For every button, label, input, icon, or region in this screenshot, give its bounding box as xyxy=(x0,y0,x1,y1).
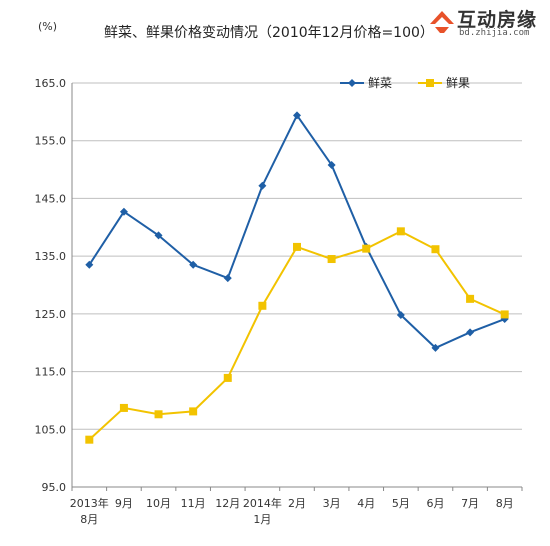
y-unit-label: (%) xyxy=(38,20,57,33)
legend-item: 鲜果 xyxy=(418,76,470,90)
grid xyxy=(72,82,522,488)
data-point xyxy=(466,328,475,337)
watermark-url: bd.zhijia.com xyxy=(459,28,530,38)
x-tick-label: 8月 xyxy=(496,497,514,510)
series-vegetables xyxy=(85,111,509,352)
house-logo-icon xyxy=(430,11,454,33)
data-point xyxy=(223,373,232,382)
data-point xyxy=(293,111,301,120)
data-point xyxy=(466,294,475,303)
y-tick-label: 165.0 xyxy=(35,77,67,90)
data-point xyxy=(154,231,163,240)
legend-item: 鲜菜 xyxy=(340,76,392,90)
x-tick-label: 4月 xyxy=(357,497,375,510)
data-point xyxy=(362,244,371,253)
data-point xyxy=(327,160,336,169)
legend-label: 鲜菜 xyxy=(368,76,392,90)
y-tick-label: 135.0 xyxy=(35,250,67,263)
data-point xyxy=(327,255,336,264)
x-tick-label: 8月 xyxy=(80,513,98,526)
x-tick-label: 11月 xyxy=(181,497,206,510)
watermark-logo: 互动房缘 bd.zhijia.com xyxy=(425,4,547,40)
x-tick-label: 2013年 xyxy=(70,496,109,510)
x-tick-label: 9月 xyxy=(115,497,133,510)
x-tick-label: 12月 xyxy=(215,497,240,510)
x-tick-label: 6月 xyxy=(426,497,444,510)
y-tick-label: 115.0 xyxy=(35,366,67,379)
chart-title: 鲜菜、鲜果价格变动情况（2010年12月价格=100） xyxy=(104,25,434,41)
series xyxy=(85,111,509,444)
x-tick-label: 3月 xyxy=(323,497,341,510)
data-point xyxy=(396,227,405,236)
y-tick-label: 155.0 xyxy=(35,135,67,148)
legend: 鲜菜 鲜果 xyxy=(340,76,470,90)
y-tick-label: 145.0 xyxy=(35,192,67,205)
data-point xyxy=(258,181,267,190)
watermark-name: 互动房缘 xyxy=(457,9,538,31)
x-tick-label: 7月 xyxy=(461,497,479,510)
y-tick-label: 95.0 xyxy=(42,481,67,494)
data-point xyxy=(500,310,509,319)
data-point xyxy=(223,274,232,283)
x-tick-label: 1月 xyxy=(253,513,271,526)
data-point xyxy=(431,343,440,352)
y-tick-label: 105.0 xyxy=(35,423,67,436)
data-point xyxy=(119,403,128,412)
x-tick-label: 2月 xyxy=(288,497,306,510)
y-tick-label: 125.0 xyxy=(35,308,67,321)
data-point xyxy=(85,260,94,269)
data-point xyxy=(119,207,128,216)
data-point xyxy=(293,242,301,251)
data-point xyxy=(258,301,267,310)
axes: 95.0 105.0 115.0 125.0 135.0 145.0 155.0 165.0 2… xyxy=(35,77,523,526)
series-line xyxy=(88,230,506,441)
data-point xyxy=(396,311,405,320)
x-tick-label: 10月 xyxy=(146,497,171,510)
legend-marker xyxy=(426,79,434,87)
x-tick-label: 2014年 xyxy=(243,496,282,510)
data-point xyxy=(431,245,440,254)
data-point xyxy=(85,435,94,444)
series-line xyxy=(88,113,506,350)
series-fruits xyxy=(85,227,509,444)
data-point xyxy=(189,407,198,416)
data-point xyxy=(154,410,163,419)
x-tick-label: 5月 xyxy=(392,497,410,510)
legend-marker xyxy=(348,79,356,87)
legend-label: 鲜果 xyxy=(446,76,470,90)
data-point xyxy=(189,260,198,269)
